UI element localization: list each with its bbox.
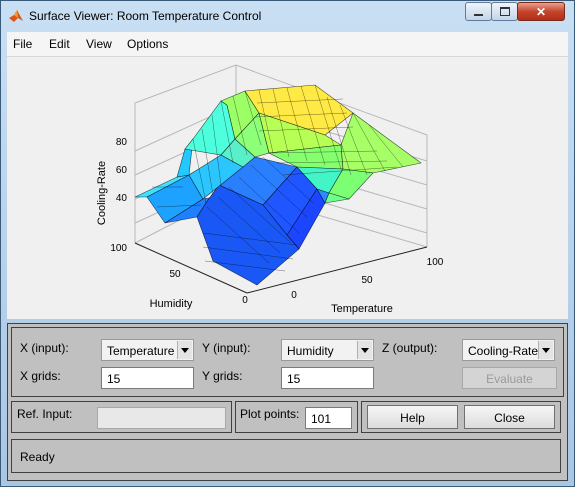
plot-area[interactable]: 80 60 40 100 50 0 0 50 100 Cooling-Rate … (7, 57, 568, 319)
x-grids-label: X grids: (20, 369, 61, 383)
z-tick-label: 40 (116, 193, 128, 204)
action-buttons-panel: Help Close (361, 401, 561, 433)
help-button[interactable]: Help (367, 405, 458, 429)
surface-grid-lines (152, 84, 404, 272)
z-output-label: Z (output): (382, 341, 438, 355)
close-window-button[interactable]: ✕ (517, 2, 565, 21)
matlab-icon (9, 10, 23, 22)
menu-view[interactable]: View (86, 37, 112, 51)
ref-input-panel: Ref. Input: (11, 401, 232, 433)
title-bar[interactable]: Surface Viewer: Room Temperature Control… (1, 1, 574, 31)
x-axis-label: Temperature (331, 303, 393, 315)
control-panel: X (input): Temperature Y (input): Humidi… (7, 323, 568, 481)
status-text: Ready (20, 450, 55, 464)
x-grids-input[interactable]: 15 (101, 367, 194, 389)
y-input-dropdown[interactable]: Humidity (281, 339, 374, 361)
z-output-dropdown[interactable]: Cooling-Rate (462, 339, 555, 361)
ref-input-label: Ref. Input: (17, 407, 73, 421)
x-tick-label: 50 (361, 275, 373, 286)
x-input-label: X (input): (20, 341, 69, 355)
window-title: Surface Viewer: Room Temperature Control (29, 9, 262, 23)
menu-edit[interactable]: Edit (49, 37, 70, 51)
y-tick-label: 100 (110, 243, 127, 254)
chevron-down-icon (357, 341, 372, 359)
y-input-label: Y (input): (202, 341, 251, 355)
y-tick-label: 0 (242, 295, 248, 306)
menu-options[interactable]: Options (127, 37, 169, 51)
y-input-value: Humidity (287, 344, 334, 358)
surface-mesh (134, 84, 422, 286)
evaluate-button[interactable]: Evaluate (462, 367, 557, 389)
y-grids-input[interactable]: 15 (281, 367, 374, 389)
chevron-down-icon (177, 341, 192, 359)
close-button[interactable]: Close (464, 405, 555, 429)
x-input-dropdown[interactable]: Temperature (101, 339, 194, 361)
minimize-button[interactable] (465, 2, 492, 21)
maximize-button[interactable] (491, 2, 518, 21)
plot-points-label: Plot points: (240, 407, 300, 421)
y-grids-label: Y grids: (202, 369, 243, 383)
z-tick-label: 60 (116, 165, 128, 176)
surface-plot[interactable]: 80 60 40 100 50 0 0 50 100 Cooling-Rate … (7, 57, 568, 319)
plot-points-panel: Plot points: 101 (235, 401, 358, 433)
menu-bar: File Edit View Options (7, 32, 568, 57)
z-tick-label: 80 (116, 137, 128, 148)
plot-axes (134, 242, 428, 294)
menu-file[interactable]: File (13, 37, 33, 51)
maximize-icon (499, 7, 510, 16)
z-axis-label: Cooling-Rate (96, 161, 108, 225)
x-tick-label: 0 (291, 290, 297, 301)
y-tick-label: 50 (169, 269, 181, 280)
z-output-value: Cooling-Rate (468, 344, 539, 358)
minimize-icon (474, 13, 483, 16)
axes-selection-panel: X (input): Temperature Y (input): Humidi… (11, 327, 564, 397)
x-input-value: Temperature (107, 344, 175, 358)
ref-input-field[interactable] (97, 407, 226, 429)
x-tick-label: 100 (427, 257, 444, 268)
chevron-down-icon (538, 341, 553, 359)
plot-points-input[interactable]: 101 (305, 407, 352, 429)
y-axis-label: Humidity (150, 298, 193, 310)
status-panel: Ready (11, 439, 561, 473)
close-icon: ✕ (535, 4, 547, 19)
